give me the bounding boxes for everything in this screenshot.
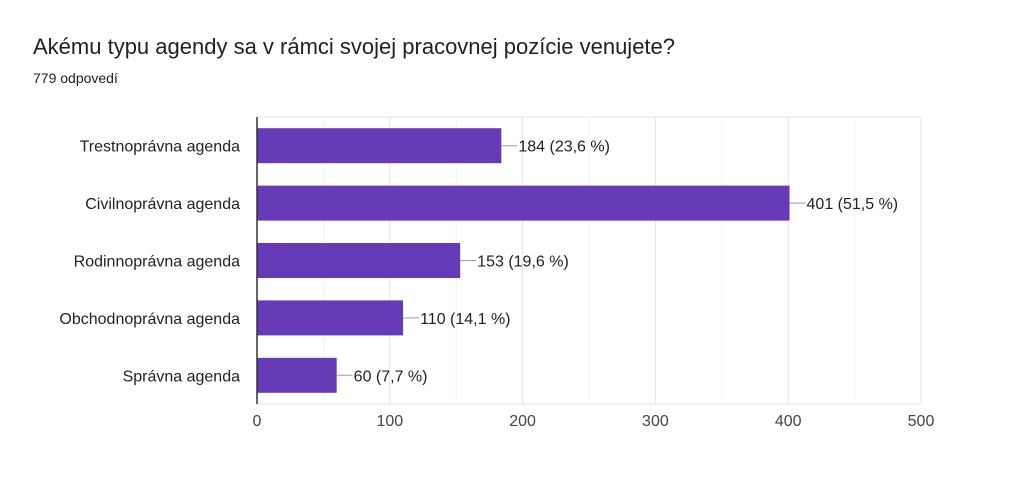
data-label: 110 (14,1 %) bbox=[420, 311, 510, 328]
bar bbox=[257, 128, 502, 164]
category-label: Trestnoprávna agenda bbox=[80, 139, 241, 156]
category-label: Civilnoprávna agenda bbox=[85, 196, 240, 213]
data-label: 60 (7,7 %) bbox=[354, 368, 428, 385]
bar bbox=[257, 243, 461, 278]
data-label: 401 (51,5 %) bbox=[807, 196, 899, 213]
x-tick-label: 0 bbox=[253, 413, 262, 430]
response-count: 779 odpovedí bbox=[33, 70, 118, 86]
bar bbox=[257, 300, 404, 336]
category-label: Obchodnoprávna agenda bbox=[59, 311, 240, 328]
bar bbox=[257, 185, 790, 221]
data-label: 184 (23,6 %) bbox=[518, 139, 610, 156]
data-label: 153 (19,6 %) bbox=[477, 254, 569, 271]
category-label: Rodinnoprávna agenda bbox=[74, 254, 240, 271]
x-tick-label: 500 bbox=[908, 413, 935, 430]
category-label: Správna agenda bbox=[123, 368, 241, 385]
chart-title: Akému typu agendy sa v rámci svojej prac… bbox=[33, 34, 676, 59]
bar bbox=[257, 357, 337, 393]
x-tick-label: 100 bbox=[376, 413, 403, 430]
x-tick-label: 300 bbox=[642, 413, 669, 430]
x-tick-label: 400 bbox=[775, 413, 802, 430]
x-tick-label: 200 bbox=[509, 413, 536, 430]
